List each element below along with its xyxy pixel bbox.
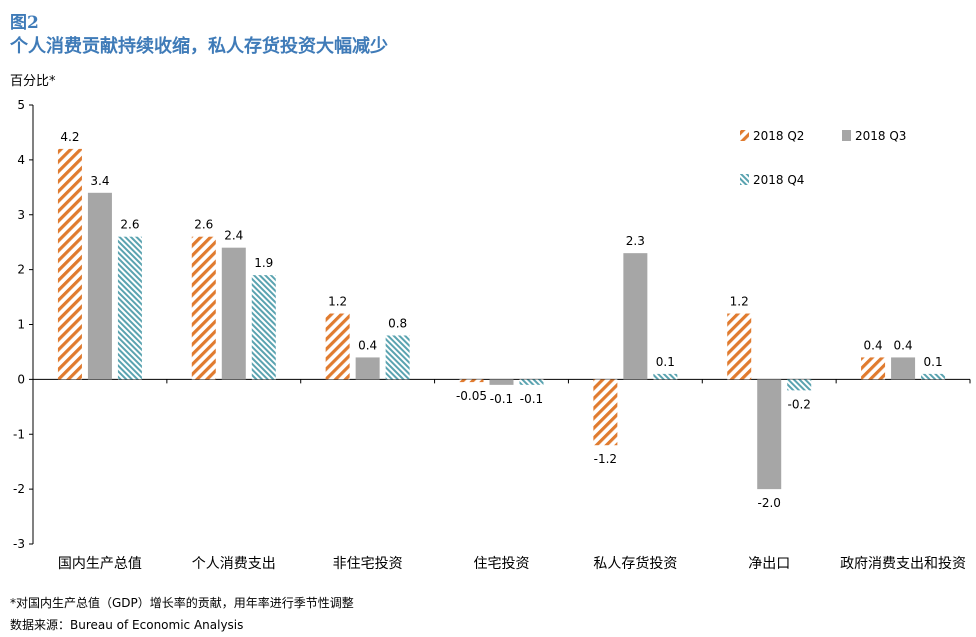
bar-2018-q3 xyxy=(87,192,112,380)
bar-2018-q2 xyxy=(861,357,886,380)
bar-value-label: 1.2 xyxy=(328,295,347,309)
bar-2018-q3 xyxy=(489,379,514,385)
bar-value-label: 0.4 xyxy=(358,338,377,352)
bar-2018-q2 xyxy=(191,236,216,380)
chart-title: 个人消费贡献持续收缩，私人存货投资大幅减少 xyxy=(10,36,388,57)
bar-2018-q2 xyxy=(57,148,82,380)
legend-swatch xyxy=(842,130,851,141)
bar-2018-q3 xyxy=(623,253,648,380)
bar-2018-q4 xyxy=(787,379,812,391)
bar-value-label: 4.2 xyxy=(60,130,79,144)
y-tick-label: 2 xyxy=(17,263,25,277)
legend-label: 2018 Q3 xyxy=(855,129,906,143)
bar-2018-q2 xyxy=(727,313,752,380)
chart-axes: 5 4 3 2 1 0 -1 -2 -3 国内生产总值 个人消费支出 非住宅投资 住宅投资 私人存货投资 净… xyxy=(13,98,971,572)
bar-2018-q2 xyxy=(459,379,484,383)
x-category-label: 个人消费支出 xyxy=(192,556,276,572)
y-tick-label: 4 xyxy=(17,153,25,167)
y-tick-label: -3 xyxy=(13,537,25,551)
bar-value-label: -0.1 xyxy=(520,392,543,406)
y-tick-label: 3 xyxy=(17,208,25,222)
bar-value-label: 2.6 xyxy=(120,218,139,232)
bar-2018-q4 xyxy=(921,373,946,380)
x-category-label: 私人存货投资 xyxy=(593,555,677,572)
bar-value-label: -0.05 xyxy=(456,389,487,403)
x-category-label: 净出口 xyxy=(748,556,790,572)
bar-2018-q4 xyxy=(519,379,544,385)
bar-value-label: 0.4 xyxy=(894,338,913,352)
bar-2018-q3 xyxy=(355,357,380,380)
chart-value-labels: 4.2 2.6 1.2 -0.05 -1.2 1.2 0.4 3.4 2.4 0.4 -0.1 2.3… xyxy=(60,130,942,510)
bar-value-label: 0.1 xyxy=(656,355,675,369)
y-tick-label: -2 xyxy=(13,482,25,496)
y-tick-label: -1 xyxy=(13,427,25,441)
bar-2018-q4 xyxy=(251,275,276,380)
legend-swatch xyxy=(740,130,749,141)
bar-value-label: -0.2 xyxy=(788,397,811,411)
x-category-label: 国内生产总值 xyxy=(58,556,142,572)
legend-swatch xyxy=(740,174,749,185)
bar-value-label: -2.0 xyxy=(758,496,781,510)
legend-label: 2018 Q4 xyxy=(753,173,804,187)
bar-2018-q2 xyxy=(593,379,618,446)
figure-label: 图2 xyxy=(10,13,39,33)
bar-2018-q3 xyxy=(891,357,916,380)
x-category-label: 非住宅投资 xyxy=(333,556,403,572)
bar-value-label: 0.4 xyxy=(864,338,883,352)
bar-2018-q3 xyxy=(221,247,246,380)
bar-2018-q2 xyxy=(325,313,350,380)
bar-value-label: 0.8 xyxy=(388,316,407,330)
x-category-label: 住宅投资 xyxy=(474,556,530,572)
y-axis-unit-label: 百分比* xyxy=(10,74,56,89)
legend-label: 2018 Q2 xyxy=(753,129,804,143)
bar-2018-q4 xyxy=(653,373,678,380)
bar-value-label: 1.2 xyxy=(730,295,749,309)
source-note: 数据来源：Bureau of Economic Analysis xyxy=(10,618,244,632)
bar-value-label: 2.3 xyxy=(626,234,645,248)
bar-value-label: 0.1 xyxy=(924,355,943,369)
y-tick-label: 0 xyxy=(17,372,25,386)
chart-bars xyxy=(57,148,946,490)
bar-value-label: -0.1 xyxy=(490,392,513,406)
bar-2018-q4 xyxy=(117,236,142,380)
bar-value-label: 2.4 xyxy=(224,229,243,243)
y-tick-label: 1 xyxy=(17,318,25,332)
bar-value-label: 3.4 xyxy=(90,174,109,188)
bar-2018-q4 xyxy=(385,335,410,380)
x-category-label: 政府消费支出和投资 xyxy=(840,556,966,572)
footnote: *对国内生产总值（GDP）增长率的贡献，用年率进行季节性调整 xyxy=(10,596,354,610)
bar-value-label: 2.6 xyxy=(194,218,213,232)
bar-2018-q3 xyxy=(757,379,782,490)
bar-value-label: -1.2 xyxy=(594,452,617,466)
bar-value-label: 1.9 xyxy=(254,256,273,270)
chart-legend: 2018 Q2 2018 Q3 2018 Q4 xyxy=(740,129,906,187)
y-tick-label: 5 xyxy=(17,98,25,112)
